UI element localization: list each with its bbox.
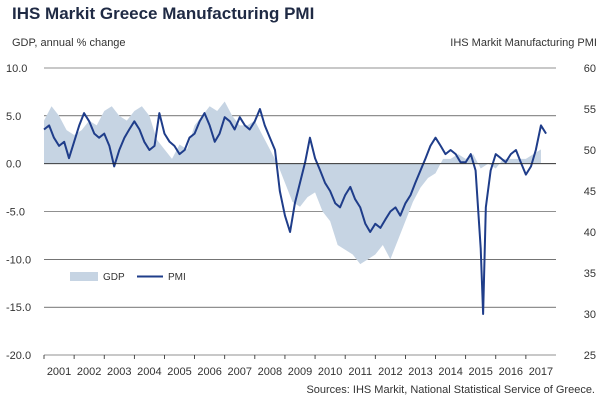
- right-tick-label: 40: [584, 227, 596, 239]
- left-axis-label: GDP, annual % change: [12, 37, 126, 49]
- x-tick-label: 2008: [258, 366, 282, 378]
- left-tick-label: 0.0: [6, 159, 21, 171]
- x-tick-label: 2016: [499, 366, 523, 378]
- right-tick-label: 35: [584, 268, 596, 280]
- x-tick-label: 2009: [288, 366, 312, 378]
- left-tick-label: -15.0: [6, 302, 31, 314]
- gridlines: [44, 67, 556, 356]
- legend-pmi-label: PMI: [168, 272, 186, 283]
- left-tick-label: 5.0: [6, 111, 21, 123]
- x-tick-label: 2007: [228, 366, 252, 378]
- x-tick-label: 2002: [77, 366, 101, 378]
- gdp-area: [44, 101, 541, 265]
- x-tick-label: 2013: [408, 366, 432, 378]
- pmi-line-series: [43, 108, 547, 315]
- x-tick-label: 2012: [378, 366, 402, 378]
- right-tick-label: 30: [584, 309, 596, 321]
- x-tick-label: 2003: [107, 366, 131, 378]
- legend: GDP PMI: [70, 272, 186, 283]
- right-tick-label: 45: [584, 186, 596, 198]
- left-tick-label: -10.0: [6, 254, 31, 266]
- chart-title: IHS Markit Greece Manufacturing PMI: [12, 4, 315, 23]
- x-tick-label: 2005: [167, 366, 191, 378]
- x-tick-label: 2015: [468, 366, 492, 378]
- left-tick-label: 10.0: [6, 63, 27, 75]
- left-tick-label: -20.0: [6, 350, 31, 362]
- right-axis-label: IHS Markit Manufacturing PMI: [450, 37, 597, 49]
- left-tick-label: -5.0: [6, 207, 25, 219]
- legend-gdp-label: GDP: [103, 272, 125, 283]
- source-note: Sources: IHS Markit, National Statistica…: [306, 384, 595, 396]
- right-axis-ticks: 60 55 50 45 40 35 30 25: [584, 63, 596, 362]
- x-tick-label: 2011: [348, 366, 372, 378]
- right-tick-label: 60: [584, 63, 596, 75]
- x-tick-label: 2001: [47, 366, 71, 378]
- right-tick-label: 55: [584, 104, 596, 116]
- gdp-area-series: [44, 101, 541, 265]
- legend-gdp-swatch: [70, 272, 98, 281]
- x-tick-label: 2006: [197, 366, 221, 378]
- right-tick-label: 25: [584, 350, 596, 362]
- x-axis-ticks: 2001 2002 2003 2004 2005 2006 2007 2008 2009 2010…: [43, 355, 553, 378]
- left-axis-ticks: 10.0 5.0 0.0 -5.0 -10.0 -15.0 -20.0: [6, 63, 31, 362]
- x-tick-label: 2010: [318, 366, 342, 378]
- x-tick-label: 2014: [438, 366, 462, 378]
- x-tick-label: 2017: [529, 366, 553, 378]
- right-tick-label: 50: [584, 145, 596, 157]
- pmi-line: [43, 108, 547, 315]
- x-tick-label: 2004: [137, 366, 161, 378]
